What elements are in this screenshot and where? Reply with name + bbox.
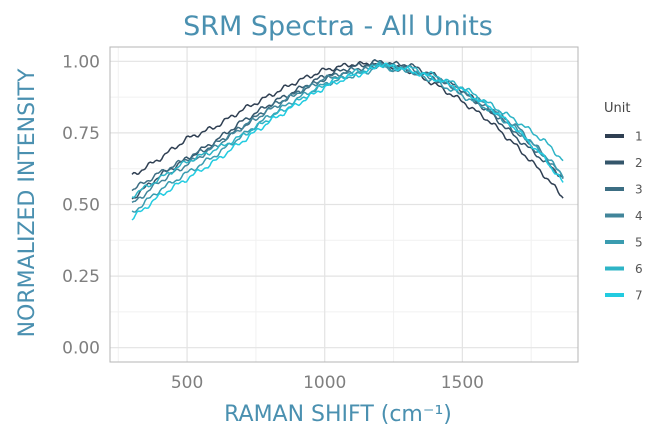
legend-label-unit-7: 7 <box>635 289 643 303</box>
legend-label-unit-2: 2 <box>635 156 643 170</box>
series-line-unit-3 <box>131 62 564 192</box>
legend-label-unit-6: 6 <box>635 262 643 276</box>
legend: Unit 1 2 3 4 5 6 7 <box>604 101 643 303</box>
legend-title: Unit <box>604 101 630 116</box>
series-line-unit-1 <box>131 60 564 199</box>
tick-labels: 500 1000 1500 0.00 0.25 0.50 0.75 1.00 <box>62 52 484 393</box>
x-axis-title: RAMAN SHIFT (cm⁻¹) <box>224 402 452 427</box>
plot-border <box>109 46 579 363</box>
x-tick-label: 500 <box>171 373 203 393</box>
x-tick-label: 1000 <box>303 373 346 393</box>
y-tick-label: 0.50 <box>62 196 100 216</box>
legend-label-unit-1: 1 <box>635 130 643 144</box>
grid-lines <box>110 47 578 362</box>
series-line-unit-7 <box>131 62 564 221</box>
x-tick-label: 1500 <box>441 373 484 393</box>
y-axis-title: NORMALIZED INTENSITY <box>15 68 40 337</box>
chart-title: SRM Spectra - All Units <box>183 11 493 42</box>
y-tick-label: 0.00 <box>62 339 100 359</box>
legend-label-unit-3: 3 <box>635 183 643 197</box>
y-tick-label: 0.75 <box>62 124 100 144</box>
y-tick-label: 1.00 <box>62 52 100 72</box>
series-lines <box>131 59 564 221</box>
legend-label-unit-5: 5 <box>635 236 643 250</box>
y-tick-label: 0.25 <box>62 267 100 287</box>
legend-label-unit-4: 4 <box>635 209 643 223</box>
